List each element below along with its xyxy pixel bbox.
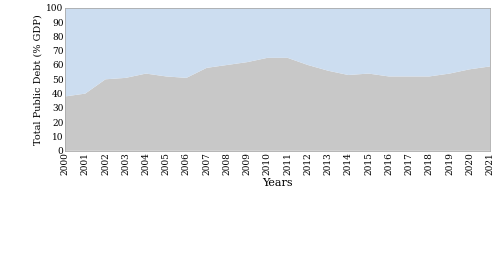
Legend: Other Public Debt, Domestic Debt: Other Public Debt, Domestic Debt — [165, 259, 390, 260]
Y-axis label: Total Public Debt (% GDP): Total Public Debt (% GDP) — [33, 14, 42, 145]
X-axis label: Years: Years — [262, 178, 293, 188]
